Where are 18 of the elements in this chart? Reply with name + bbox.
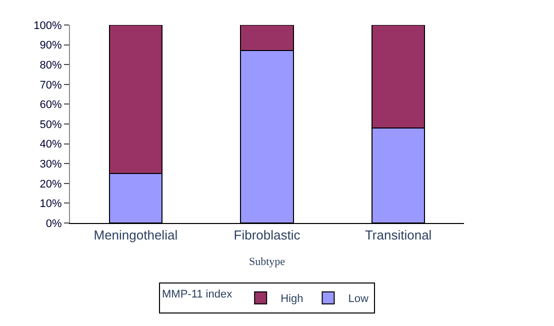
x-tick-label: Fibroblastic [234,228,301,243]
legend-label: High [280,293,304,306]
x-axis-title: Subtype [248,256,286,268]
y-tick-label: 70% [40,79,62,92]
y-tick-label: 10% [40,198,62,210]
y-tick-label: 90% [40,40,62,52]
x-tick-label: Meningothelial [94,228,178,243]
legend-label: Low [348,293,368,306]
y-tick-label: 50% [40,118,62,131]
y-tick-label: 80% [40,59,62,72]
y-tick-label: 40% [40,138,62,151]
legend-title: MMP-11 index [162,288,233,301]
y-tick-label: 60% [40,99,62,112]
y-tick-label: 20% [40,178,62,190]
y-tick-label: 30% [40,158,62,170]
y-tick-label: 0% [46,218,62,230]
x-tick-label: Transitional [364,228,432,243]
y-tick-label: 100% [34,20,62,32]
